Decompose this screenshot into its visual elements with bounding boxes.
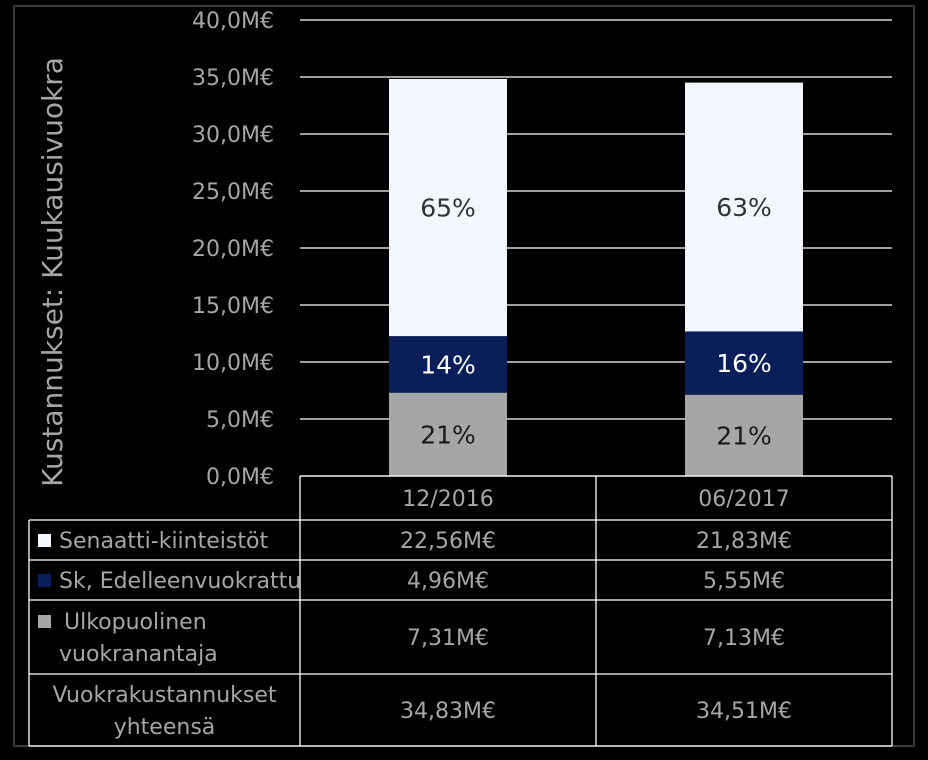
table-value-cell: 7,13M€ xyxy=(703,626,785,651)
y-tick-label: 25,0M€ xyxy=(192,180,274,205)
table-row-label: Sk, Edelleenvuokrattu xyxy=(59,569,301,594)
bar-segment xyxy=(389,336,507,393)
y-axis-title: Kustannukset: Kuukausivuokra xyxy=(36,57,69,487)
bar-segment-label: 63% xyxy=(716,193,772,222)
bar-segment xyxy=(685,331,803,395)
y-tick-label: 15,0M€ xyxy=(192,294,274,319)
table-row-label: Ulkopuolinen xyxy=(64,610,207,635)
y-tick-label: 30,0M€ xyxy=(192,123,274,148)
bar-segment-label: 21% xyxy=(716,421,772,450)
bar-segment-label: 14% xyxy=(420,350,476,379)
table-row-label: vuokranantaja xyxy=(59,642,218,667)
table-value-cell: 21,83M€ xyxy=(696,529,792,554)
bar-segment-label: 21% xyxy=(420,420,476,449)
table-header-cell: 06/2017 xyxy=(698,487,789,512)
y-tick-label: 20,0M€ xyxy=(192,237,274,262)
table-value-cell: 34,83M€ xyxy=(400,699,496,724)
table-row-label: Senaatti-kiinteistöt xyxy=(59,529,268,554)
table-value-cell: 7,31M€ xyxy=(407,626,489,651)
legend-marker xyxy=(38,615,51,628)
legend-marker xyxy=(38,574,51,587)
bar-segment xyxy=(685,82,803,332)
bar-segment xyxy=(389,392,507,476)
table-value-cell: 34,51M€ xyxy=(696,699,792,724)
bar-segment xyxy=(389,78,507,337)
y-tick-label: 40,0M€ xyxy=(192,9,274,34)
bar-segment-label: 65% xyxy=(420,194,476,223)
bar-segment-label: 16% xyxy=(716,349,772,378)
table-row-label: yhteensä xyxy=(114,715,216,740)
y-tick-label: 0,0M€ xyxy=(206,465,274,490)
bar-segment xyxy=(685,394,803,476)
y-tick-label: 5,0M€ xyxy=(206,408,274,433)
table-header-cell: 12/2016 xyxy=(402,487,493,512)
table-row-label: Vuokrakustannukset xyxy=(53,683,277,708)
table-value-cell: 5,55M€ xyxy=(703,569,785,594)
legend-marker xyxy=(38,534,51,547)
table-value-cell: 4,96M€ xyxy=(407,569,489,594)
table-value-cell: 22,56M€ xyxy=(400,529,496,554)
y-tick-label: 10,0M€ xyxy=(192,351,274,376)
y-tick-label: 35,0M€ xyxy=(192,66,274,91)
